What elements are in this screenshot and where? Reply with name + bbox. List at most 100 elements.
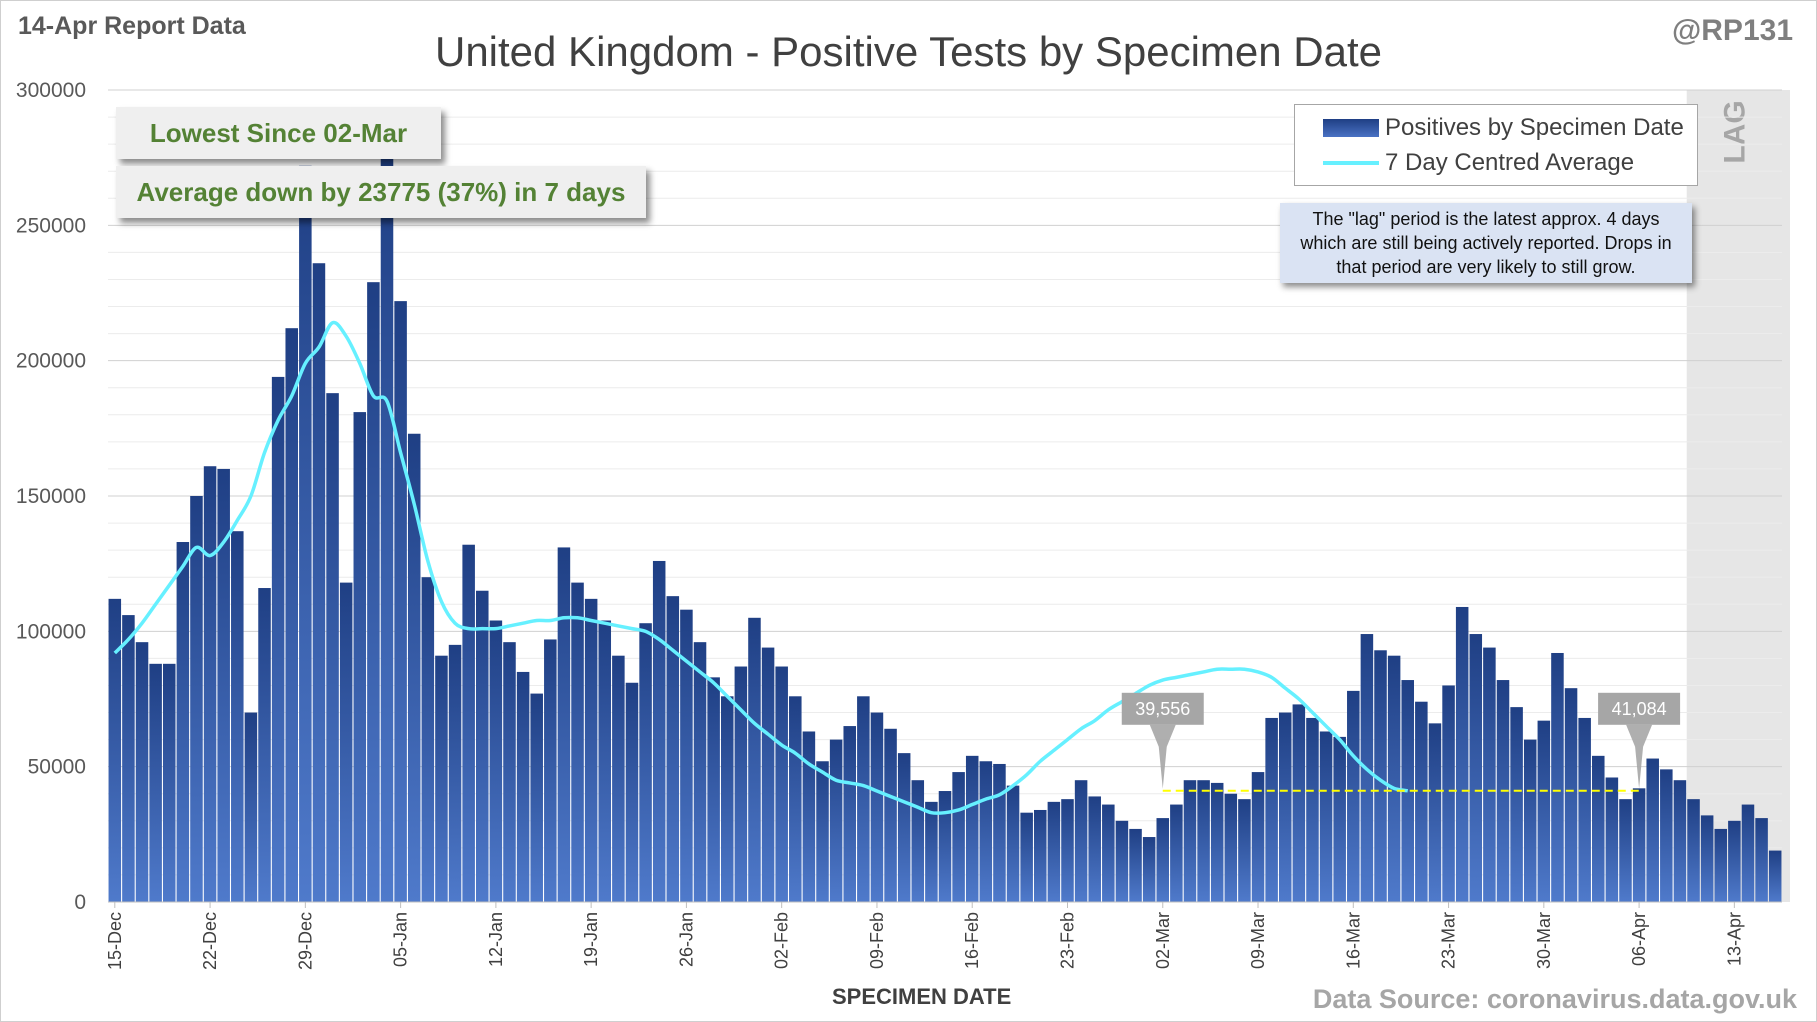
data-bar	[312, 263, 326, 902]
data-bar	[925, 801, 938, 902]
data-bar	[299, 165, 312, 902]
data-bar	[911, 780, 925, 902]
x-tick-label: 23-Mar	[1439, 912, 1459, 969]
data-bar	[1387, 655, 1401, 902]
data-bar	[1265, 717, 1278, 902]
data-bar	[993, 763, 1006, 902]
data-bar	[1768, 850, 1782, 902]
data-bar	[1483, 647, 1496, 902]
data-bar	[1741, 804, 1755, 902]
data-bar	[421, 577, 435, 902]
data-bar	[1592, 755, 1605, 902]
x-tick-label: 23-Feb	[1057, 912, 1077, 969]
data-bar	[149, 663, 162, 902]
legend-line-label: 7 Day Centred Average	[1385, 149, 1635, 176]
pin-box	[1121, 692, 1204, 725]
data-bar	[489, 620, 503, 902]
author-handle: @RP131	[1672, 14, 1793, 47]
data-bar	[1292, 704, 1306, 902]
data-bar	[816, 761, 829, 902]
data-bar	[1074, 780, 1088, 902]
data-bar	[748, 617, 761, 902]
x-tick-label: 06-Apr	[1629, 912, 1649, 966]
lowest-since-callout: Lowest Since 02-Mar	[116, 107, 441, 159]
data-bar	[326, 393, 339, 902]
data-bar	[734, 666, 748, 902]
lag-label: LAG	[1718, 100, 1751, 163]
data-bar	[720, 696, 734, 902]
data-bar	[1170, 804, 1183, 902]
data-bar	[843, 726, 856, 902]
data-bar	[176, 542, 190, 902]
x-tick-label: 02-Feb	[772, 912, 792, 969]
data-bar	[394, 301, 407, 902]
data-bar	[462, 544, 475, 902]
data-bar	[870, 712, 884, 902]
data-bar	[1428, 723, 1442, 902]
legend: Positives by Specimen Date 7 Day Centred…	[1294, 104, 1698, 186]
y-tick-label: 0	[74, 891, 86, 914]
data-bar	[584, 598, 598, 902]
data-bar	[1006, 785, 1020, 902]
data-bar	[217, 468, 230, 902]
data-bar	[203, 466, 217, 902]
data-bar	[761, 647, 775, 902]
data-bar	[1728, 820, 1741, 902]
data-bar	[367, 282, 380, 902]
x-tick-label: 15-Dec	[105, 912, 125, 970]
y-tick-label: 300000	[16, 79, 86, 102]
data-bar	[1632, 788, 1646, 902]
x-tick-label: 26-Jan	[676, 912, 696, 967]
data-bar	[1306, 717, 1319, 902]
data-bar	[353, 412, 367, 902]
legend-item-line: 7 Day Centred Average	[1323, 148, 1634, 178]
data-bar	[476, 590, 489, 902]
data-bar	[231, 531, 244, 902]
data-bar	[1224, 793, 1238, 902]
data-bar	[108, 598, 122, 902]
data-bar	[1156, 818, 1170, 902]
data-bar	[598, 620, 612, 902]
pin-pointer	[1149, 724, 1176, 789]
data-bar	[1455, 606, 1469, 902]
data-bar	[135, 642, 149, 902]
data-bar	[1047, 801, 1061, 902]
data-bar	[1088, 796, 1101, 902]
data-bar	[503, 642, 516, 902]
data-bar	[1415, 701, 1428, 902]
data-bar	[857, 696, 870, 902]
x-tick-label: 16-Mar	[1343, 912, 1363, 969]
y-tick-label: 200000	[16, 350, 86, 373]
data-bar	[666, 596, 680, 902]
data-bar	[802, 731, 816, 902]
data-bar	[789, 696, 802, 902]
data-bar	[625, 682, 639, 902]
data-bar	[1578, 717, 1591, 902]
data-bar	[271, 376, 285, 902]
data-bar	[1102, 804, 1115, 902]
x-tick-label: 13-Apr	[1724, 912, 1744, 966]
x-tick-label: 22-Dec	[200, 912, 220, 970]
data-bar	[557, 547, 571, 902]
data-bar	[1142, 837, 1156, 902]
data-bar	[258, 588, 271, 902]
x-tick-label: 05-Jan	[391, 912, 411, 967]
data-bar	[1238, 799, 1251, 902]
data-bar	[1687, 799, 1700, 902]
data-bar	[285, 328, 298, 903]
data-bar	[1115, 820, 1129, 902]
data-bar	[775, 666, 788, 902]
data-bar	[639, 623, 652, 902]
data-bar	[1755, 818, 1768, 902]
y-tick-label: 250000	[16, 214, 86, 237]
x-tick-label: 02-Mar	[1153, 912, 1173, 969]
chart-title: United Kingdom - Positive Tests by Speci…	[434, 28, 1382, 75]
data-bar	[1564, 688, 1578, 902]
x-tick-label: 30-Mar	[1534, 912, 1554, 969]
data-bar	[707, 677, 720, 902]
pin-box	[1598, 692, 1681, 725]
data-bar	[1319, 731, 1333, 902]
average-down-callout: Average down by 23775 (37%) in 7 days	[116, 166, 646, 218]
data-bar	[1510, 707, 1523, 902]
